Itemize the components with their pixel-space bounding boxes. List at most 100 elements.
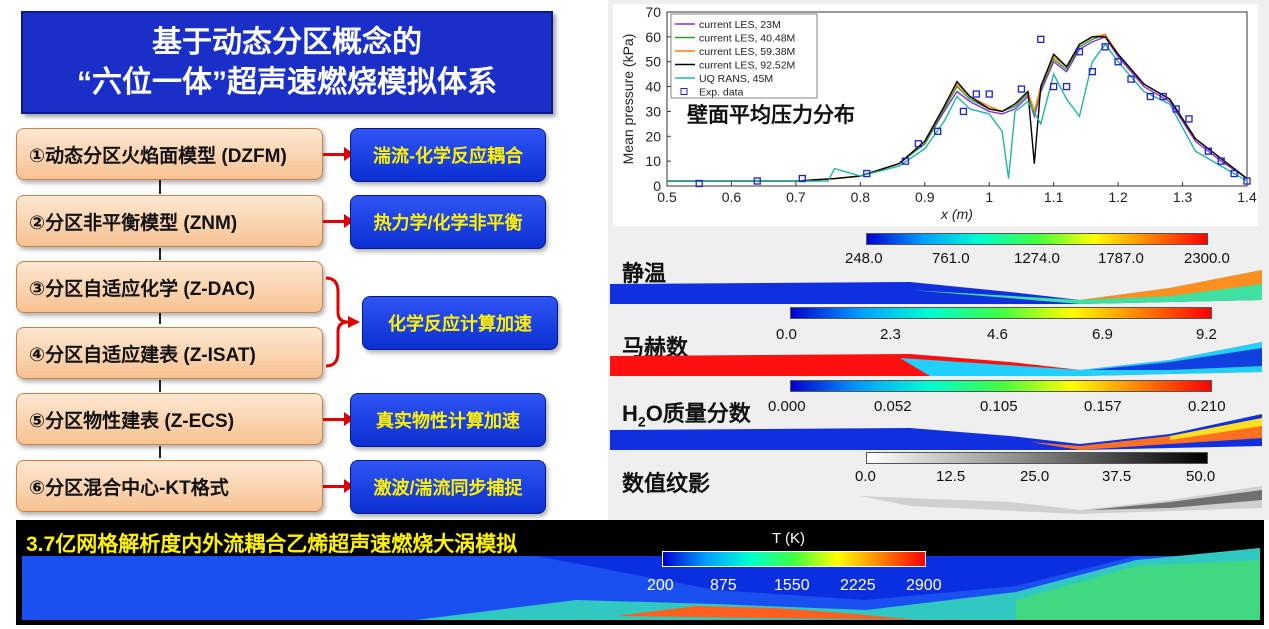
x-tick-label: 0.8 xyxy=(851,189,871,205)
y-tick-label: 10 xyxy=(645,153,661,169)
colorbar-tick: 2.3 xyxy=(880,326,901,343)
field-label-schlieren: 数值纹影 xyxy=(622,471,711,496)
x-tick-label: 0.5 xyxy=(657,189,677,205)
tag-label: 化学反应计算加速 xyxy=(388,314,532,334)
h2o-subscript: 2 xyxy=(637,413,646,430)
connector-line xyxy=(159,180,161,194)
tag-label: 热力学/化学非平衡 xyxy=(373,213,523,233)
y-tick-label: 20 xyxy=(645,128,661,144)
tag-label: 激波/湍流同步捕捉 xyxy=(373,478,523,498)
les-temperature-field-image xyxy=(22,548,1260,620)
y-tick-label: 50 xyxy=(645,54,661,70)
model-label: ⑥分区混合中心-KT格式 xyxy=(29,477,229,499)
colorbar-tick: 0.157 xyxy=(1084,398,1122,415)
tag-label: 真实物性计算加速 xyxy=(376,411,520,431)
x-tick-label: 1.1 xyxy=(1044,189,1064,205)
legend-marker xyxy=(680,88,688,95)
x-tick-label: 1 xyxy=(985,189,993,205)
les-colorbar-tick: 1550 xyxy=(774,577,810,594)
colorbar-tick: 0.000 xyxy=(768,398,806,415)
pressure-chart-box: 0.5 0.6 0.7 0.8 0.9 1 1.1 1.2 1.3 1.4 0 10 20 30 40 50 6… xyxy=(613,4,1258,226)
tag-nonequilibrium: 热力学/化学非平衡 xyxy=(350,195,546,249)
colorbar-mach xyxy=(790,307,1212,319)
colorbar-tick: 4.6 xyxy=(987,326,1008,343)
x-tick-label: 0.7 xyxy=(786,189,806,205)
exp-data-point xyxy=(1037,35,1045,43)
h2o-suffix: O质量分数 xyxy=(645,401,751,426)
arrow-right-icon xyxy=(323,479,354,493)
exp-data-point xyxy=(1017,85,1026,93)
exp-data-point xyxy=(1217,157,1225,165)
model-box-znm: ②分区非平衡模型 (ZNM) xyxy=(16,195,323,247)
colorbar-h2o xyxy=(790,380,1212,392)
les-title: 3.7亿网格解析度内外流耦合乙烯超声速燃烧大涡模拟 xyxy=(26,533,518,556)
title-line-1: 基于动态分区概念的 xyxy=(152,25,422,59)
model-label: ①动态分区火焰面模型 (DZFM) xyxy=(29,145,287,167)
title-box: 基于动态分区概念的 “六位一体”超声速燃烧模拟体系 xyxy=(21,11,553,114)
exp-data-point xyxy=(934,127,942,135)
exp-data-point xyxy=(1114,58,1122,66)
colorbar-tick: 0.105 xyxy=(980,398,1018,415)
field-label-h2o: H2O质量分数 xyxy=(622,396,751,429)
exp-data-point xyxy=(798,174,806,183)
arrow-right-icon xyxy=(323,214,354,228)
exp-data-point xyxy=(753,177,761,185)
exp-data-point xyxy=(1101,43,1109,51)
colorbar-tick: 2300.0 xyxy=(1184,250,1230,267)
legend-box xyxy=(670,13,818,99)
connector-line xyxy=(159,446,161,458)
legend-label: current LES, 92.52M xyxy=(699,60,795,72)
pressure-chart: 0.5 0.6 0.7 0.8 0.9 1 1.1 1.2 1.3 1.4 0 10 20 30 40 50 6… xyxy=(620,4,1257,222)
tag-shock-turbulence: 激波/湍流同步捕捉 xyxy=(350,460,546,514)
exp-data-point xyxy=(1088,68,1096,76)
colorbar-tick: 761.0 xyxy=(932,250,970,267)
brace-icon xyxy=(325,276,360,368)
exp-data-point xyxy=(985,90,993,98)
y-tick-label: 70 xyxy=(645,4,661,20)
connector-line xyxy=(159,312,161,324)
exp-data-point xyxy=(695,179,703,188)
series-line xyxy=(667,36,1248,182)
x-tick-label: 0.6 xyxy=(722,189,742,205)
les-colorbar-label: T (K) xyxy=(772,530,806,547)
x-tick-label: 0.9 xyxy=(915,189,935,205)
exp-data-point xyxy=(901,157,910,165)
y-tick-label: 60 xyxy=(645,29,661,45)
colorbar-tick: 25.0 xyxy=(1020,468,1050,485)
model-box-dzfm: ①动态分区火焰面模型 (DZFM) xyxy=(16,128,323,180)
exp-data-point xyxy=(1075,48,1084,56)
exp-data-point xyxy=(1230,169,1238,178)
legend-label: current LES, 59.38M xyxy=(699,46,795,58)
tag-label: 湍流-化学反应耦合 xyxy=(373,146,523,166)
exp-data-point xyxy=(1159,92,1167,101)
tag-turbulence-chemistry: 湍流-化学反应耦合 xyxy=(350,128,546,182)
colorbar-tick: 0.210 xyxy=(1188,398,1226,415)
les-colorbar-tick: 875 xyxy=(710,577,737,594)
chart-title: 壁面平均压力分布 xyxy=(687,103,855,127)
les-colorbar-tick: 200 xyxy=(647,577,674,594)
x-axis-label: x (m) xyxy=(940,206,973,222)
legend-label: UQ RANS, 45M xyxy=(699,73,773,85)
colorbar-schlieren xyxy=(866,452,1208,464)
les-colorbar-tick: 2225 xyxy=(840,577,876,594)
exp-data-point xyxy=(1243,177,1251,185)
colorbar-tick: 6.9 xyxy=(1092,326,1113,343)
les-panel xyxy=(16,520,1264,625)
legend-label: Exp. data xyxy=(699,87,744,99)
title-line-2: “六位一体”超声速燃烧模拟体系 xyxy=(77,65,497,99)
y-tick-label: 40 xyxy=(645,79,661,95)
colorbar-temperature xyxy=(866,233,1208,245)
model-box-zecs: ⑤分区物性建表 (Z-ECS) xyxy=(16,393,323,445)
colorbar-tick: 12.5 xyxy=(936,468,966,485)
y-axis-label: Mean pressure (kPa) xyxy=(620,34,636,165)
y-tick-label: 30 xyxy=(645,103,661,119)
model-label: ②分区非平衡模型 (ZNM) xyxy=(29,212,238,234)
h2o-prefix: H xyxy=(622,401,638,426)
h2o-field-image xyxy=(610,414,1262,450)
exp-data-point xyxy=(914,140,922,148)
colorbar-tick: 50.0 xyxy=(1186,468,1216,485)
exp-data-point xyxy=(1185,115,1193,123)
exp-data-point xyxy=(863,169,871,178)
colorbar-tick: 1274.0 xyxy=(1014,250,1060,267)
colorbar-tick: 0.052 xyxy=(874,398,912,415)
